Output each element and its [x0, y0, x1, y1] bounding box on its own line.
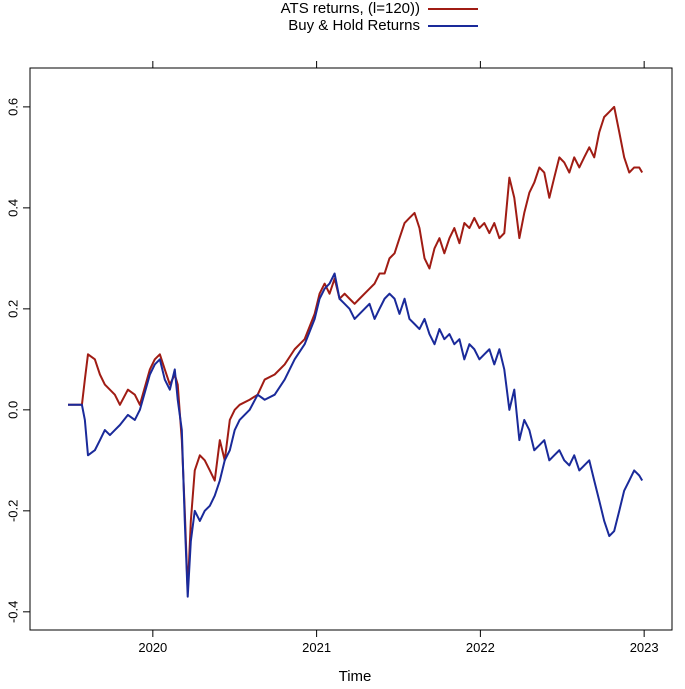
series-line [68, 105, 644, 593]
plot-frame [29, 67, 673, 631]
y-tick-label: -0.4 [5, 601, 20, 623]
x-tick-label: 2021 [302, 640, 331, 655]
legend-label: ATS returns, (l=120)) [281, 0, 420, 17]
x-tick-label: 2022 [466, 640, 495, 655]
y-tick-label: -0.2 [5, 500, 20, 522]
y-tick-label: 0.0 [5, 401, 20, 419]
x-tick-label: 2023 [630, 640, 659, 655]
legend-label: Buy & Hold Returns [288, 17, 420, 34]
x-tick-label: 2020 [138, 640, 167, 655]
x-axis-label: Time [339, 668, 372, 685]
y-tick-label: 0.4 [5, 199, 20, 217]
series-line [68, 272, 644, 598]
y-tick-label: 0.2 [5, 300, 20, 318]
y-tick-label: 0.6 [5, 98, 20, 116]
